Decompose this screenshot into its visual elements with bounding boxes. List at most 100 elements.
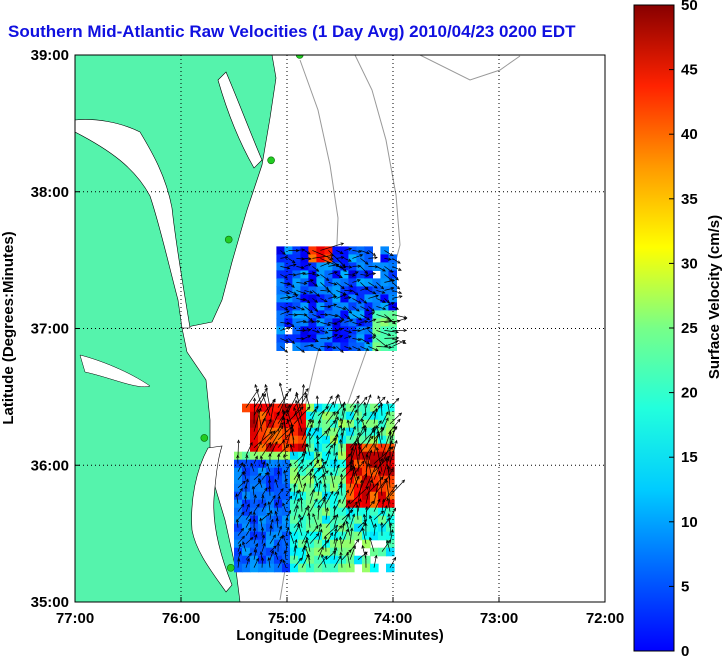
velocity-vector	[288, 294, 299, 299]
velocity-cell	[386, 515, 395, 525]
vector-head	[288, 387, 292, 392]
vector-head	[393, 507, 396, 512]
velocity-vector	[349, 395, 360, 408]
velocity-vector	[333, 499, 341, 512]
velocity-cell	[330, 531, 339, 541]
velocity-vector	[384, 337, 399, 339]
velocity-cell	[298, 523, 307, 533]
velocity-cell	[250, 555, 259, 565]
vector-head	[378, 470, 382, 475]
velocity-cell	[234, 523, 243, 533]
vector-head	[386, 457, 390, 462]
vector-head	[305, 388, 309, 392]
vector-head	[358, 498, 362, 502]
vector-head	[311, 271, 316, 275]
vector-head	[352, 465, 356, 470]
velocity-cell	[370, 547, 379, 557]
vector-head	[332, 411, 336, 415]
vector-head	[305, 536, 309, 541]
vector-head	[308, 432, 312, 437]
velocity-vector	[325, 451, 331, 464]
vector-head	[304, 544, 308, 549]
colorbar-tick-label: 45	[681, 62, 698, 79]
velocity-cell	[276, 310, 285, 319]
velocity-vector	[237, 528, 244, 536]
velocity-vector	[253, 456, 258, 464]
velocity-vector	[373, 510, 384, 520]
velocity-vector	[325, 420, 336, 432]
velocity-cell	[242, 451, 251, 461]
velocity-vector	[309, 427, 318, 440]
velocity-vector	[360, 338, 370, 345]
vector-head	[398, 412, 403, 417]
velocity-cell	[386, 475, 395, 485]
vector-head	[318, 479, 322, 484]
velocity-vector	[261, 502, 267, 512]
velocity-vector	[365, 410, 375, 424]
vector-head	[298, 513, 302, 518]
vector-head	[261, 392, 265, 397]
velocity-cell	[298, 443, 307, 453]
vector-head	[249, 536, 254, 541]
vector-head	[340, 256, 345, 260]
vector-head	[315, 268, 320, 272]
vector-head	[327, 336, 331, 340]
vector-head	[384, 456, 388, 461]
velocity-cell	[330, 451, 339, 461]
vector-head	[266, 471, 271, 476]
vector-head	[286, 291, 290, 295]
vector-head	[395, 397, 400, 402]
vector-head	[339, 319, 344, 323]
vector-head	[356, 400, 360, 404]
velocity-vector	[341, 529, 349, 544]
vector-head	[342, 407, 347, 411]
velocity-vector	[352, 298, 362, 304]
velocity-vector	[275, 502, 279, 512]
velocity-cell	[338, 555, 347, 565]
velocity-cell	[274, 555, 283, 565]
vector-head	[369, 449, 373, 454]
velocity-cell	[290, 499, 299, 509]
vector-head	[286, 310, 290, 314]
velocity-cell	[298, 419, 307, 429]
velocity-cell	[258, 491, 267, 501]
velocity-cell	[242, 459, 251, 469]
x-axis-label: Longitude (Degrees:Minutes)	[236, 627, 444, 644]
velocity-cell	[298, 563, 307, 573]
velocity-vector	[304, 279, 314, 283]
velocity-cell	[378, 475, 387, 485]
velocity-cell	[378, 515, 387, 525]
velocity-vector	[277, 454, 280, 464]
vector-head	[316, 440, 320, 445]
velocity-cell	[348, 278, 357, 287]
velocity-cell	[378, 411, 387, 421]
velocity-vector	[309, 498, 318, 512]
velocity-vector	[389, 522, 392, 536]
velocity-cell	[354, 411, 363, 421]
velocity-vector	[261, 495, 264, 504]
vector-head	[338, 438, 343, 443]
velocity-vector	[296, 298, 306, 301]
vector-head	[356, 416, 360, 421]
velocity-vector	[280, 256, 288, 259]
velocity-cell	[338, 443, 347, 453]
vector-head	[310, 279, 314, 283]
velocity-vector	[309, 533, 320, 544]
velocity-vector	[341, 474, 343, 488]
velocity-vector	[360, 274, 369, 277]
velocity-vector	[261, 442, 272, 456]
velocity-cell	[250, 531, 259, 541]
vector-head	[342, 401, 346, 406]
velocity-cell	[330, 483, 339, 493]
vector-head	[373, 425, 377, 430]
vector-head	[286, 526, 290, 531]
velocity-vector	[320, 290, 331, 292]
velocity-cell	[370, 467, 379, 477]
velocity-cell	[322, 515, 331, 525]
vector-head	[288, 495, 293, 500]
velocity-vector	[325, 445, 333, 456]
velocity-cell	[356, 286, 365, 295]
vector-head	[397, 418, 401, 423]
vector-head	[238, 543, 242, 548]
velocity-vector	[344, 282, 353, 288]
